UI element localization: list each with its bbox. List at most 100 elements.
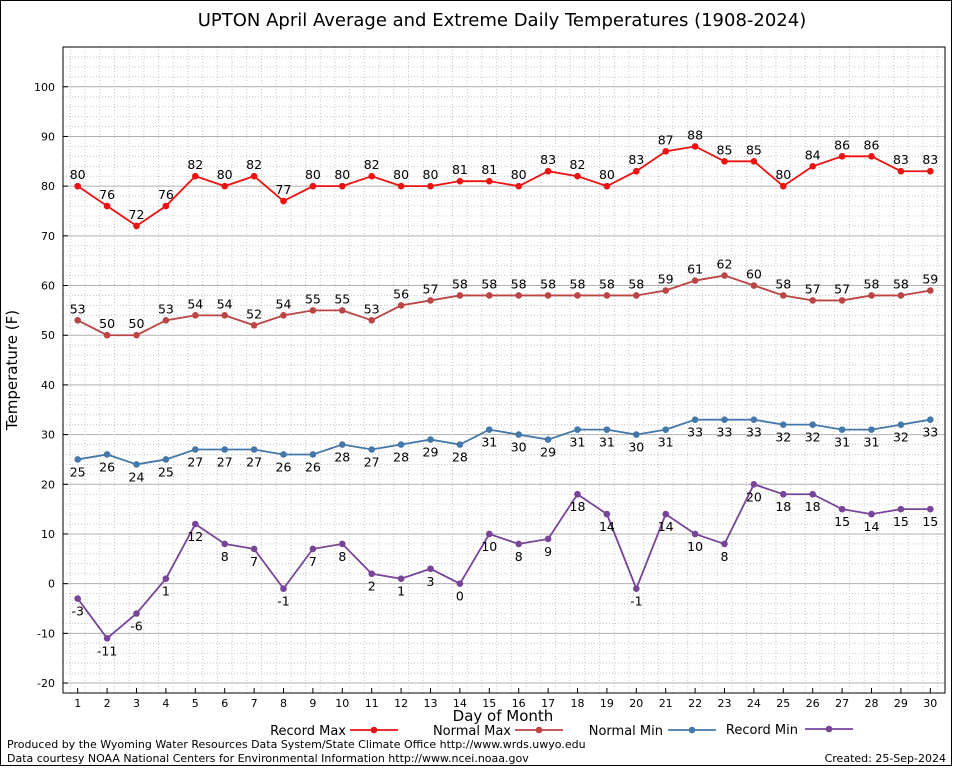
y-tick-label: 40 <box>41 379 55 392</box>
normal-min-data-label: 31 <box>599 435 615 450</box>
record-min-data-label: 20 <box>746 489 762 504</box>
normal-max-point <box>192 312 199 319</box>
normal-min-point <box>74 456 81 463</box>
record-min-point <box>486 530 493 538</box>
record-max-point <box>250 172 258 180</box>
record-max-point <box>280 197 287 205</box>
legend-label-normal-max: Normal Max <box>433 724 511 739</box>
record-max-data-label: 80 <box>511 167 527 182</box>
record-max-point <box>162 202 170 210</box>
normal-min-point <box>780 421 787 428</box>
record-max-data-label: 76 <box>158 187 174 202</box>
x-tick-label: 23 <box>718 697 732 710</box>
record-max-point <box>368 172 376 180</box>
normal-max-point <box>603 292 611 299</box>
record-min-point <box>868 510 875 518</box>
y-tick-label: -10 <box>37 627 55 640</box>
normal-min-data-label: 33 <box>687 425 703 440</box>
x-tick-label: 7 <box>251 697 258 710</box>
plot-grid <box>63 46 945 694</box>
x-tick-label: 13 <box>424 697 438 710</box>
record-min-point <box>603 510 611 518</box>
normal-min-point <box>750 416 758 423</box>
record-min-point <box>574 490 581 498</box>
normal-max-data-label: 57 <box>805 281 821 296</box>
data-source-credit: Data courtesy NOAA National Centers for … <box>7 752 529 765</box>
x-tick-label: 19 <box>600 697 614 710</box>
y-tick-label: 80 <box>41 180 55 193</box>
normal-max-data-label: 58 <box>452 276 468 291</box>
record-max-point <box>456 177 464 185</box>
record-min-point <box>221 540 228 548</box>
normal-max-point <box>868 292 875 299</box>
legend-marker-record-max <box>370 726 378 734</box>
record-min-data-label: -1 <box>277 594 289 609</box>
record-max-data-label: 81 <box>481 162 497 177</box>
normal-max-data-label: 56 <box>393 286 409 301</box>
x-tick-label: 16 <box>512 697 526 710</box>
x-tick-label: 1 <box>74 697 81 710</box>
record-max-point <box>662 148 669 155</box>
x-tick-label: 10 <box>335 697 349 710</box>
record-max-point <box>838 153 846 160</box>
x-tick-label: 5 <box>192 697 199 710</box>
record-max-data-label: 80 <box>70 167 86 182</box>
y-tick-label: 100 <box>34 81 55 94</box>
record-min-series: -3 -11 -6 1 12 8 7 -1 7 8 2 1 3 0 10 8 9 18 14 -1 14 10 8 20 18 1… <box>71 480 938 658</box>
y-axis-label: Temperature (F) <box>3 310 21 431</box>
record-min-point <box>133 610 140 617</box>
normal-min-data-label: 32 <box>775 430 791 445</box>
y-tick-label: 90 <box>41 130 55 143</box>
record-min-point <box>339 540 346 548</box>
normal-min-data-label: 27 <box>187 455 203 470</box>
x-tick-label: 21 <box>659 697 673 710</box>
y-tick-label: 70 <box>41 230 55 243</box>
record-min-line <box>76 483 931 640</box>
normal-max-data-label: 52 <box>246 306 262 321</box>
normal-min-point <box>927 416 934 423</box>
record-min-data-label: 7 <box>309 554 317 569</box>
record-max-point <box>691 143 699 150</box>
record-max-data-label: 80 <box>599 167 615 182</box>
normal-max-point <box>633 292 640 299</box>
normal-min-point <box>838 426 846 433</box>
record-min-data-label: 9 <box>544 544 552 559</box>
normal-max-point <box>809 297 816 304</box>
normal-min-point <box>868 426 875 433</box>
normal-min-point <box>603 426 611 433</box>
normal-max-data-label: 57 <box>834 281 850 296</box>
record-max-point <box>927 167 934 175</box>
x-tick-label: 9 <box>309 697 316 710</box>
normal-min-data-label: 28 <box>334 450 350 465</box>
normal-max-point <box>103 331 111 339</box>
x-tick-label: 27 <box>835 697 849 710</box>
normal-max-point <box>838 297 846 304</box>
normal-max-series: 53 50 50 53 54 54 52 54 55 55 53 56 57 58 58 58 58 58 58 58… <box>70 257 938 339</box>
legend-marker-record-min <box>825 725 833 733</box>
record-max-data-label: 81 <box>452 162 468 177</box>
normal-min-data-label: 25 <box>70 464 86 479</box>
normal-max-point <box>427 297 434 304</box>
record-max-data-label: 80 <box>775 167 791 182</box>
legend-label-normal-min: Normal Min <box>589 724 663 739</box>
normal-min-point <box>280 451 287 458</box>
normal-max-point <box>133 331 140 339</box>
record-max-point <box>780 182 787 190</box>
record-max-point <box>486 177 493 185</box>
record-max-data-label: 87 <box>658 132 674 147</box>
legend-marker-normal-min <box>688 726 696 734</box>
normal-max-point <box>162 317 170 324</box>
record-min-point <box>250 545 258 553</box>
record-max-line <box>77 145 931 227</box>
normal-max-data-label: 58 <box>893 276 909 291</box>
record-min-data-label: 0 <box>456 589 464 604</box>
record-max-data-label: 80 <box>305 167 321 182</box>
normal-max-data-label: 58 <box>599 276 615 291</box>
normal-min-line <box>77 418 931 466</box>
x-axis-ticks: 1 2 3 4 5 6 7 8 9 10 11 12 13 14 15 16 17 18 19 20 21 22 23 24 2… <box>74 688 937 710</box>
record-max-point <box>897 167 905 175</box>
record-min-point <box>368 570 376 578</box>
y-tick-label: 10 <box>41 528 55 541</box>
record-min-data-label: 1 <box>397 584 405 599</box>
